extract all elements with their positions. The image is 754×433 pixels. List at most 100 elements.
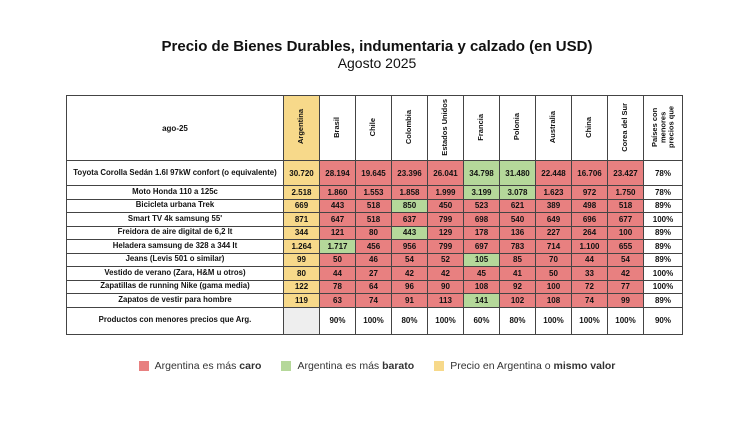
price-cell-argentina: 122 (283, 279, 320, 294)
price-cell-colombia: 23.396 (391, 160, 428, 186)
share-cell: 89% (643, 198, 683, 213)
price-cell-colombia: 91 (391, 293, 428, 308)
price-cell-estados-unidos: 113 (427, 293, 464, 308)
chart-subtitle: Agosto 2025 (337, 55, 417, 71)
price-cell-polonia: 136 (499, 225, 536, 240)
table-row: Smart TV 4k samsung 55' 871 647 518 637 799 69… (66, 212, 683, 227)
footer-cell-estados-unidos: 100% (427, 306, 464, 335)
product-label: Toyota Corolla Sedán 1.6l 97kW confort (… (66, 160, 284, 186)
price-cell-corea-del-sur: 655 (607, 239, 644, 254)
legend-label: Argentina es más caro (154, 360, 262, 372)
share-cell: 100% (643, 279, 683, 294)
price-cell-colombia: 443 (391, 225, 428, 240)
price-cell-australia: 649 (535, 212, 572, 227)
legend-item-mismo: Precio en Argentina o mismo valor (434, 360, 615, 372)
price-cell-francia: 523 (463, 198, 500, 213)
price-cell-brasil: 44 (319, 266, 356, 281)
column-header-chile: Chile (355, 95, 392, 161)
legend-swatch (138, 361, 149, 371)
price-cell-chile: 456 (355, 239, 392, 254)
price-cell-brasil: 1.717 (319, 239, 356, 254)
share-cell: 100% (643, 266, 683, 281)
price-cell-polonia: 3.078 (499, 185, 536, 200)
column-header-share: Países con menores precios que (643, 95, 683, 161)
price-cell-colombia: 1.858 (391, 185, 428, 200)
period-header: ago-25 (66, 95, 284, 161)
footer-cell-argentina (283, 306, 320, 335)
share-cell: 78% (643, 185, 683, 200)
price-cell-china: 33 (571, 266, 608, 281)
footer-cell-brasil: 90% (319, 306, 356, 335)
price-cell-argentina: 80 (283, 266, 320, 281)
price-cell-china: 16.706 (571, 160, 608, 186)
price-cell-polonia: 621 (499, 198, 536, 213)
column-header-argentina: Argentina (283, 95, 320, 161)
price-cell-china: 696 (571, 212, 608, 227)
price-cell-francia: 34.798 (463, 160, 500, 186)
price-cell-estados-unidos: 799 (427, 212, 464, 227)
legend-label: Precio en Argentina o mismo valor (450, 360, 616, 372)
table-row: Freidora de aire digital de 6,2 lt 344 121… (66, 225, 683, 240)
legend-label: Argentina es más barato (297, 360, 415, 372)
price-cell-francia: 108 (463, 279, 500, 294)
price-cell-chile: 74 (355, 293, 392, 308)
share-cell: 89% (643, 225, 683, 240)
footer-row: Productos con menores precios que Arg. 90… (66, 306, 683, 335)
table-header-row: ago-25 Argentina Brasil Chile Colombia Estad… (66, 95, 683, 161)
price-cell-polonia: 102 (499, 293, 536, 308)
price-cell-argentina: 2.518 (283, 185, 320, 200)
price-cell-estados-unidos: 90 (427, 279, 464, 294)
price-cell-colombia: 956 (391, 239, 428, 254)
price-cell-china: 74 (571, 293, 608, 308)
table-row: Jeans (Levis 501 o similar) 99 50 46 54 52 105… (66, 252, 683, 267)
price-cell-argentina: 119 (283, 293, 320, 308)
price-cell-australia: 1.623 (535, 185, 572, 200)
price-cell-brasil: 647 (319, 212, 356, 227)
price-cell-colombia: 54 (391, 252, 428, 267)
price-cell-corea-del-sur: 99 (607, 293, 644, 308)
column-header-estados-unidos: Estados Unidos (427, 95, 464, 161)
price-cell-polonia: 92 (499, 279, 536, 294)
price-cell-polonia: 41 (499, 266, 536, 281)
price-cell-argentina: 669 (283, 198, 320, 213)
chart-title: Precio de Bienes Durables, indumentaria … (161, 38, 593, 55)
price-cell-brasil: 50 (319, 252, 356, 267)
legend: Argentina es más caro Argentina es más ba… (0, 360, 754, 372)
footer-cell-china: 100% (571, 306, 608, 335)
price-cell-estados-unidos: 1.999 (427, 185, 464, 200)
price-cell-polonia: 85 (499, 252, 536, 267)
price-cell-colombia: 850 (391, 198, 428, 213)
price-cell-australia: 108 (535, 293, 572, 308)
footer-cell-corea-del-sur: 100% (607, 306, 644, 335)
price-cell-australia: 22.448 (535, 160, 572, 186)
share-cell: 78% (643, 160, 683, 186)
product-label: Moto Honda 110 a 125c (66, 185, 284, 200)
price-cell-australia: 70 (535, 252, 572, 267)
share-cell: 89% (643, 252, 683, 267)
footer-cell-colombia: 80% (391, 306, 428, 335)
price-cell-estados-unidos: 129 (427, 225, 464, 240)
price-cell-estados-unidos: 799 (427, 239, 464, 254)
column-header-brasil: Brasil (319, 95, 356, 161)
column-header-polonia: Polonia (499, 95, 536, 161)
price-cell-brasil: 1.860 (319, 185, 356, 200)
price-cell-estados-unidos: 450 (427, 198, 464, 213)
price-cell-estados-unidos: 42 (427, 266, 464, 281)
price-cell-china: 72 (571, 279, 608, 294)
price-cell-australia: 100 (535, 279, 572, 294)
price-cell-estados-unidos: 26.041 (427, 160, 464, 186)
table-row: Vestido de verano (Zara, H&M u otros) 80 4… (66, 266, 683, 281)
price-cell-corea-del-sur: 1.750 (607, 185, 644, 200)
legend-item-caro: Argentina es más caro (138, 360, 262, 372)
price-cell-australia: 714 (535, 239, 572, 254)
price-cell-chile: 518 (355, 212, 392, 227)
price-cell-china: 264 (571, 225, 608, 240)
price-cell-corea-del-sur: 518 (607, 198, 644, 213)
price-cell-argentina: 871 (283, 212, 320, 227)
product-label: Bicicleta urbana Trek (66, 198, 284, 213)
product-label: Heladera samsung de 328 a 344 lt (66, 239, 284, 254)
share-cell: 100% (643, 212, 683, 227)
price-cell-australia: 389 (535, 198, 572, 213)
price-comparison-table: ago-25 Argentina Brasil Chile Colombia Estad… (66, 95, 683, 335)
column-header-francia: Francia (463, 95, 500, 161)
